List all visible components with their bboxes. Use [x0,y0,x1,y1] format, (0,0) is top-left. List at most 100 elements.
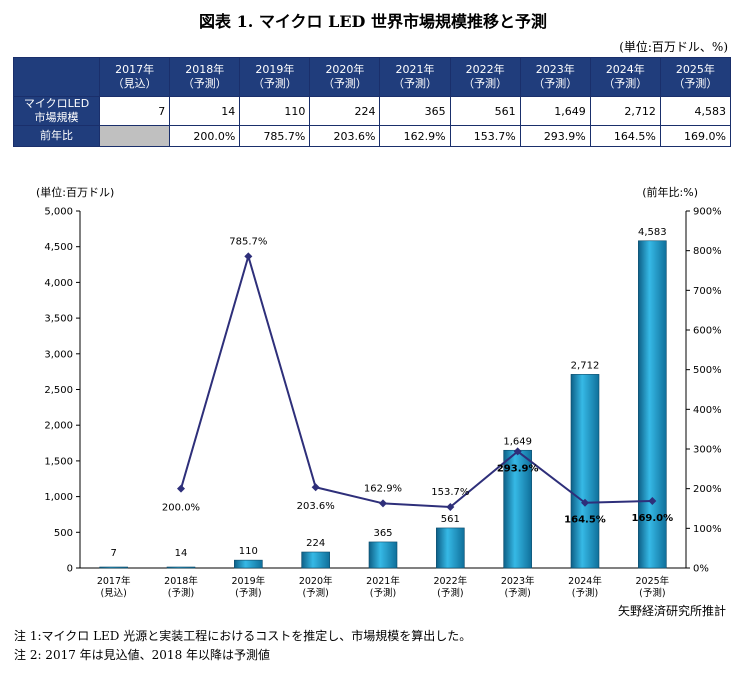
y2-axis-title: (前年比:%) [642,185,698,199]
y2-tick-label: 300% [693,445,722,456]
table-cell: 293.9% [519,125,591,147]
chart-source-note: 矢野経済研究所推計 [618,603,726,618]
growth-rate-point [244,252,253,261]
table-cell: 2,712 [589,96,661,126]
table-cell: 7 [99,96,171,126]
table-header-year-label: 2021年 [395,63,435,76]
x-tick-label: 2017年 [97,575,131,587]
y2-tick-label: 0% [693,564,709,575]
table-cell: 14 [169,96,241,126]
y-tick-label: 5,000 [44,207,73,218]
x-tick-label: (予測) [572,587,598,599]
table-header-year: 2025年 （予測） [659,57,732,97]
table-header-year-note: （予測） [252,77,297,90]
table-header-year: 2023年 （予測） [519,57,591,97]
x-tick-label: 2024年 [568,575,602,587]
table-header-year-label: 2024年 [605,63,645,76]
bar [570,374,600,569]
growth-rate-point [311,483,320,492]
table-header-year-label: 2025年 [675,63,715,76]
growth-rate-point [446,503,455,512]
growth-rate-point [177,484,185,493]
growth-rate-label: 785.7% [229,236,267,247]
table-header-row: 2017年 （見込） 2018年 （予測） 2019年 （予測） 2020年 （予測） 2021… [12,57,732,97]
bar-value-label: 1,649 [503,436,532,447]
y-tick-label: 1,000 [44,492,73,503]
table-header-year-note: （予測） [463,77,508,90]
y-tick-label: 3,500 [44,314,73,325]
growth-rate-label: 293.9% [497,463,539,474]
table-header-year: 2018年 （予測） [169,57,241,97]
y2-tick-label: 600% [693,326,722,337]
bar-value-label: 14 [175,548,188,559]
table-cell-empty [99,125,171,147]
x-tick-label: 2022年 [433,575,467,587]
table-header-year: 2022年 （予測） [449,57,521,97]
y2-tick-label: 400% [693,405,722,416]
x-tick-label: (予測) [235,587,261,599]
y-tick-label: 2,000 [44,421,73,432]
table-header-year: 2024年 （予測） [589,57,661,97]
table-row: 前年比 200.0% 785.7% 203.6% 162.9% 153.7% 293.9% 1… [12,125,732,147]
table-cell: 164.5% [589,125,661,147]
bar-value-label: 224 [306,538,325,549]
table-row-label: 前年比 [12,125,101,147]
table-header-year-label: 2023年 [535,63,575,76]
table-header-year-label: 2020年 [325,63,365,76]
growth-rate-label: 153.7% [431,487,469,498]
table-row-label-line: 前年比 [40,129,74,142]
y-tick-label: 4,500 [44,242,73,253]
table-cell: 4,583 [659,96,732,126]
bar [436,527,465,569]
table-cell: 785.7% [239,125,311,147]
table-row-label: マイクロLED 市場規模 [12,96,101,126]
table-cell: 561 [449,96,521,126]
x-tick-label: (予測) [639,587,665,599]
bar [166,566,196,569]
table-header-year-note: （予測） [673,77,718,90]
footnote-2: 注 2: 2017 年は見込値、2018 年以降は予測値 [14,648,271,662]
x-tick-label: 2021年 [366,575,400,587]
y-tick-label: 500 [54,528,73,539]
table-header-year: 2017年 （見込） [99,57,171,97]
x-tick-label: (予測) [370,587,396,599]
table-header-year-note: （見込） [112,77,157,90]
growth-rate-label: 200.0% [162,503,200,514]
growth-rate-point [648,496,657,505]
y2-tick-label: 100% [693,524,722,535]
table-cell: 1,649 [519,96,591,126]
x-tick-label: (予測) [437,587,463,599]
x-tick-label: 2018年 [164,575,198,587]
table-header-year-note: （予測） [533,77,578,90]
y-axis-title: (単位:百万ドル) [36,185,114,199]
growth-rate-point [379,499,387,508]
y2-tick-label: 700% [693,286,722,297]
market-size-table: 2017年 （見込） 2018年 （予測） 2019年 （予測） 2020年 （予測） 2021… [12,57,732,147]
y-tick-label: 1,500 [44,456,73,467]
bar [99,566,128,569]
table-header-year-label: 2017年 [115,63,155,76]
bar-value-label: 2,712 [571,360,600,371]
bar [301,551,330,569]
growth-rate-point [513,447,522,456]
bar-value-label: 7 [110,548,116,559]
table-header-year-note: （予測） [603,77,648,90]
table-header-year-note: （予測） [182,77,227,90]
bar-value-label: 110 [239,546,258,557]
x-tick-label: (見込) [100,588,126,599]
table-cell: 153.7% [449,125,521,147]
x-tick-label: 2019年 [231,575,265,587]
table-cell: 224 [309,96,381,126]
table-header-year: 2020年 （予測） [309,57,381,97]
growth-rate-point [581,498,589,507]
table-unit-label: (単位:百万ドル、%) [619,40,728,54]
bar [368,541,398,569]
x-tick-label: 2023年 [501,575,535,587]
y2-tick-label: 500% [693,365,722,376]
table-cell: 162.9% [379,125,451,147]
growth-rate-label: 203.6% [297,501,335,512]
table-row: マイクロLED 市場規模 7 14 110 224 365 561 1,649 2,712 4,58… [12,96,732,126]
page-title: 図表 1. マイクロ LED 世界市場規模推移と予測 [199,12,547,31]
table-header-year-label: 2022年 [465,63,505,76]
bar-value-label: 365 [373,528,392,539]
